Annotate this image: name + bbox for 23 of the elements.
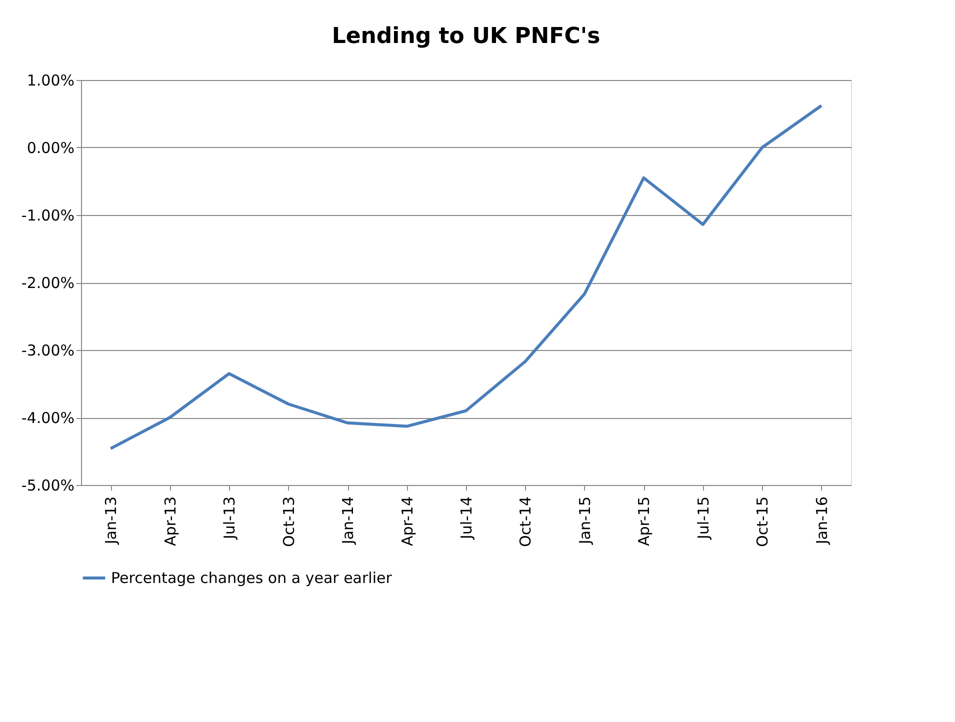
y-tick-label: -5.00% (21, 476, 74, 494)
x-tick-label: Jul-14 (458, 496, 476, 540)
y-tick-label: 1.00% (26, 72, 74, 90)
x-tick-label: Oct-13 (280, 496, 298, 547)
x-tick-label: Apr-13 (161, 496, 180, 546)
y-tick-label: -2.00% (21, 274, 74, 292)
y-tick-label: -3.00% (21, 342, 74, 360)
x-tick-label: Oct-14 (516, 496, 535, 547)
x-tick-label: Apr-15 (635, 496, 654, 546)
y-tick-label: -1.00% (21, 206, 74, 224)
x-tick-label: Apr-14 (398, 496, 416, 546)
y-tick-label: 0.00% (26, 139, 74, 157)
x-tick-label: Jan-15 (576, 496, 594, 546)
x-tick-label: Jul-13 (220, 496, 239, 540)
x-tick-label: Jan-14 (339, 496, 358, 546)
x-tick-label: Oct-15 (754, 496, 772, 547)
legend-label: Percentage changes on a year earlier (111, 569, 393, 587)
x-tick-label: Jan-16 (812, 496, 831, 546)
x-tick-label: Jan-13 (102, 496, 120, 546)
chart-title: Lending to UK PNFC's (332, 24, 600, 49)
y-tick-label: -4.00% (21, 409, 74, 427)
line-series (109, 104, 823, 450)
x-tick-label: Jul-15 (694, 496, 712, 540)
